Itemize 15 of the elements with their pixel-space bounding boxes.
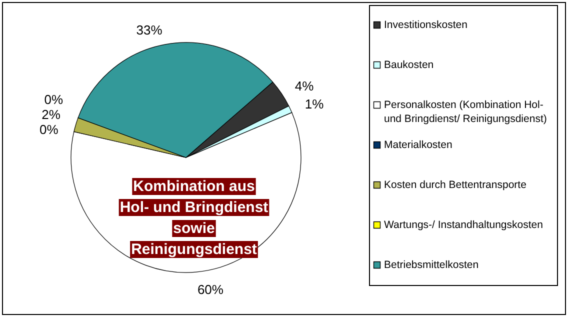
- legend-label: Betriebsmittelkosten: [384, 259, 479, 271]
- data-label: 1%: [304, 96, 324, 112]
- legend-label: Baukosten: [384, 59, 434, 71]
- text: Kombination aus Hol- und Bringdienst sowie Reinigungsdienst: [120, 178, 268, 258]
- legend-label: Personalkosten (Kombination Hol- und Bringdienst/ Reinigungsdienst): [384, 99, 547, 125]
- legend-label: Materialkosten: [384, 139, 452, 151]
- legend-label: Kosten durch Bettentransporte: [384, 179, 527, 191]
- data-label: 60%: [197, 282, 224, 297]
- text: 0%: [44, 92, 64, 108]
- legend-label: Investitionskosten: [384, 19, 468, 31]
- data-label: 33%: [136, 22, 163, 38]
- data-label: 2%: [42, 107, 61, 122]
- legend-label: Wartungs-/ Instandhaltungskosten: [384, 219, 544, 231]
- text: 0%: [40, 122, 58, 138]
- data-label: 4%: [294, 78, 314, 94]
